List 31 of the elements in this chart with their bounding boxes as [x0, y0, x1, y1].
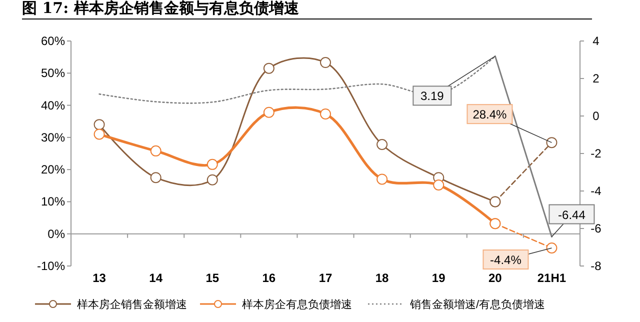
x-tick-label: 19 — [432, 271, 446, 285]
y2-tick-label: 4 — [592, 34, 600, 48]
y-tick-label: 40% — [40, 98, 66, 112]
y-tick-label: 50% — [40, 66, 66, 80]
x-tick-label: 13 — [92, 271, 106, 285]
y2-tick-label: -8 — [590, 259, 602, 273]
x-tick-label: 16 — [262, 271, 276, 285]
y2-tick-label: 2 — [592, 72, 600, 86]
y2-tick-label: -2 — [590, 146, 602, 160]
x-tick-label: 20 — [488, 271, 502, 285]
legend-label: 样本房企销售金额增速 — [77, 298, 187, 311]
data-label: -4.4% — [490, 253, 522, 267]
x-tick-label: 15 — [206, 271, 220, 285]
data-label: 28.4% — [472, 108, 508, 122]
x-tick-label: 17 — [318, 271, 332, 285]
y2-tick-label: -4 — [590, 184, 602, 198]
x-tick-label: 18 — [375, 271, 390, 285]
data-label: -6.44 — [558, 208, 586, 222]
y-tick-label: -10% — [36, 259, 66, 273]
y-tick-label: 0% — [48, 226, 66, 241]
legend-label: 销售金额增速/有息负债增速 — [409, 298, 546, 311]
chart-title: 图 17: 样本房企销售金额与有息负债增速 — [22, 0, 300, 17]
y-tick-label: 30% — [40, 130, 66, 144]
y2-tick-label: -6 — [590, 222, 602, 236]
y-tick-label: 60% — [40, 34, 66, 48]
x-tick-label: 21H1 — [537, 271, 566, 285]
y2-tick-label: 0 — [592, 109, 600, 123]
legend-label: 样本房企有息负债增速 — [242, 298, 352, 311]
x-tick-label: 14 — [149, 271, 163, 285]
y-tick-label: 10% — [40, 194, 66, 209]
y-tick-label: 20% — [40, 162, 66, 177]
